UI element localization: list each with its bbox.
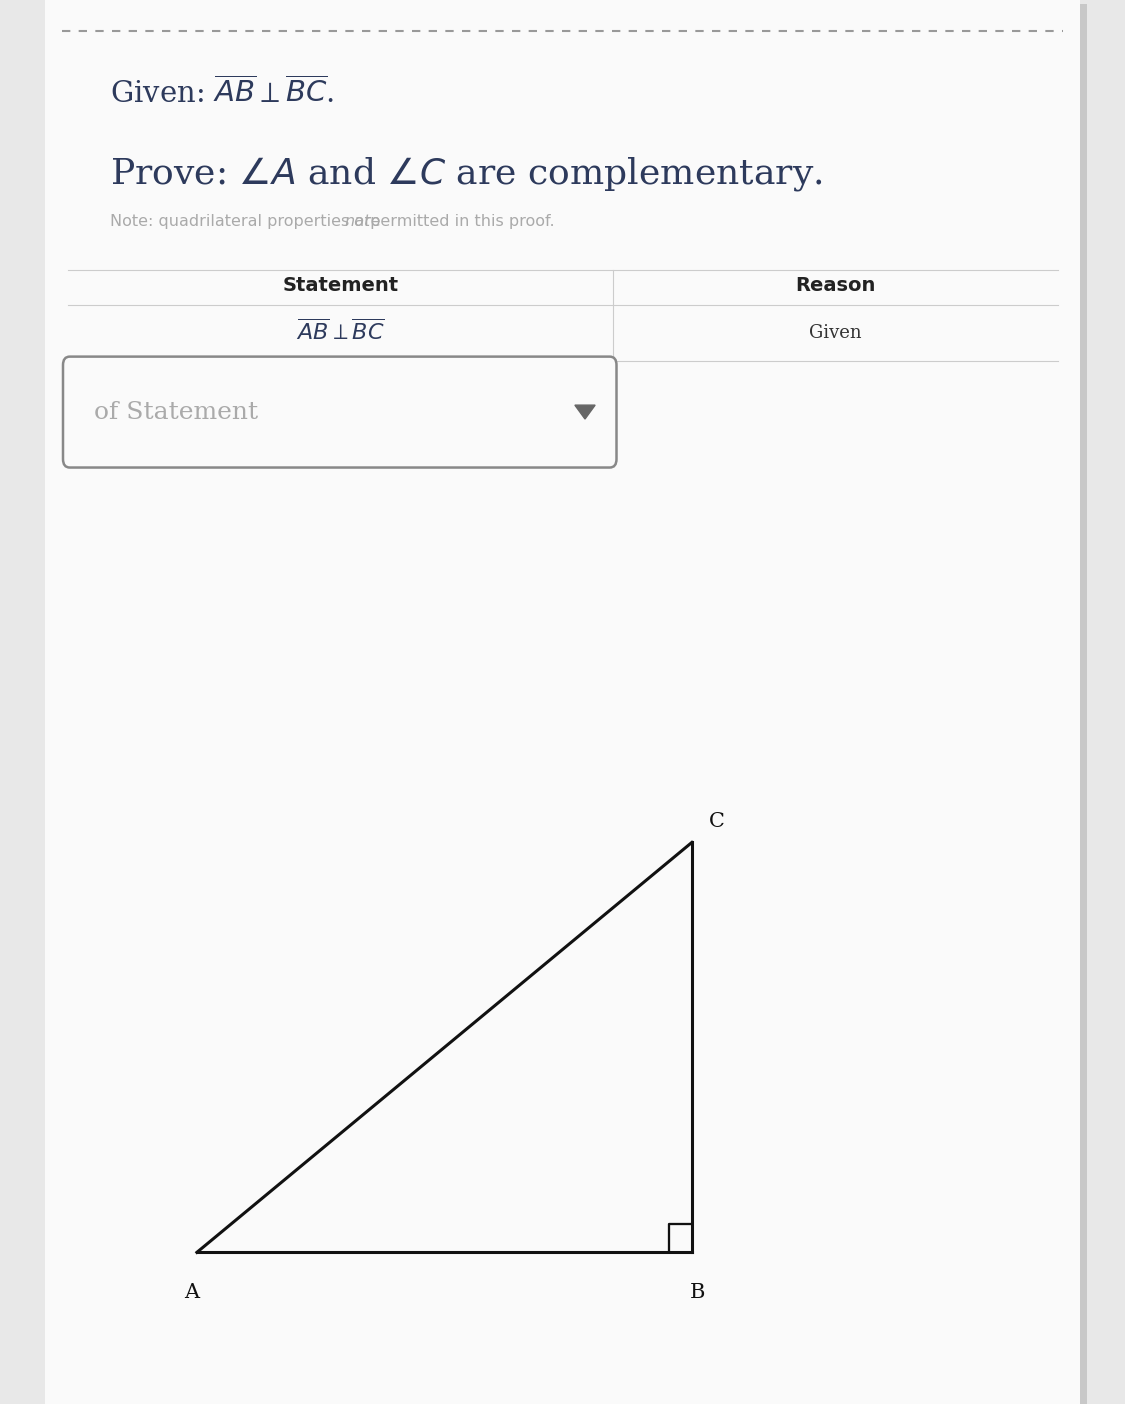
Text: Given: $\overline{AB} \perp \overline{BC}$.: Given: $\overline{AB} \perp \overline{BC…	[110, 77, 334, 108]
Polygon shape	[575, 406, 595, 418]
Text: permitted in this proof.: permitted in this proof.	[364, 215, 555, 229]
Text: B: B	[690, 1283, 705, 1303]
Text: not: not	[344, 215, 370, 229]
Text: Prove: $\angle A$ and $\angle C$ are complementary.: Prove: $\angle A$ and $\angle C$ are com…	[110, 154, 822, 194]
Text: Statement: Statement	[282, 275, 398, 295]
FancyBboxPatch shape	[52, 4, 1087, 1404]
Text: C: C	[709, 812, 724, 831]
FancyBboxPatch shape	[45, 0, 1080, 1404]
Text: Reason: Reason	[795, 275, 875, 295]
Text: $\overline{AB} \perp \overline{BC}$: $\overline{AB} \perp \overline{BC}$	[296, 320, 385, 345]
Text: Given: Given	[809, 324, 862, 341]
Text: Note: quadrilateral properties are: Note: quadrilateral properties are	[110, 215, 386, 229]
FancyBboxPatch shape	[63, 357, 616, 468]
Text: of Statement: of Statement	[94, 400, 259, 424]
Text: A: A	[183, 1283, 199, 1303]
